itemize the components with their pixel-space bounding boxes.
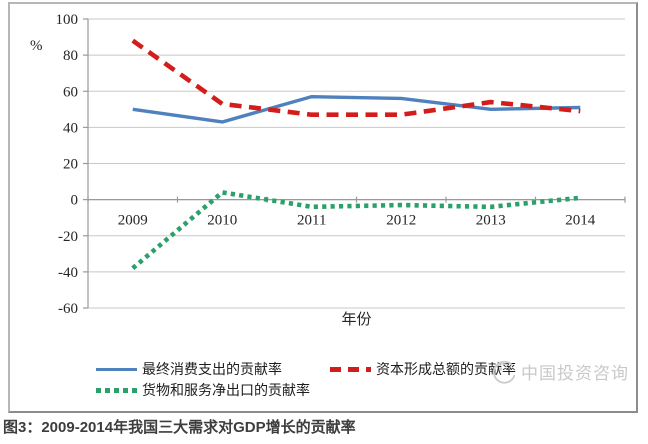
y-tick-label: 40	[63, 120, 78, 136]
watermark-bird-logo-icon	[493, 360, 516, 384]
x-tick-label: 2011	[297, 213, 326, 229]
y-tick-label: -60	[58, 301, 78, 317]
gridlines	[88, 18, 625, 309]
x-tick-label: 2014	[565, 213, 596, 229]
y-tick-label: -20	[58, 229, 78, 245]
watermark: 中国投资咨询	[490, 356, 629, 386]
chart-canvas: 100 80 60 40 20 0 -20 -40 -60% 2009 2010 2011 2012 20…	[30, 12, 626, 328]
x-tick-label: 2009	[118, 213, 148, 229]
legend-label-capital-formation: 资本形成总额的贡献率	[376, 363, 516, 378]
x-tick-label: 2013	[476, 213, 506, 229]
y-axis-unit-label: %	[30, 38, 43, 54]
legend-item-capital-formation: 资本形成总额的贡献率	[330, 360, 516, 378]
series-line-1	[131, 38, 581, 118]
legend-line-sample-dashed	[330, 366, 371, 372]
legend-label-net-exports: 货物和服务净出口的贡献率	[142, 384, 310, 399]
y-axis: 100 80 60 40 20 0 -20 -40 -60%	[30, 12, 89, 317]
y-tick-label: 80	[63, 48, 78, 64]
x-tick-label: 2012	[386, 213, 416, 229]
legend-item-net-exports: 货物和服务净出口的贡献率	[96, 381, 310, 399]
legend-item-final-consumption: 最终消费支出的贡献率	[96, 360, 282, 378]
y-tick-label: 0	[71, 193, 79, 209]
watermark-text: 中国投资咨询	[521, 363, 629, 383]
series-line-2	[131, 190, 581, 271]
legend-label-final-consumption: 最终消费支出的贡献率	[142, 363, 282, 378]
y-tick-label: -40	[58, 265, 78, 281]
figure-caption: 图3：2009-2014年我国三大需求对GDP增长的贡献率	[3, 419, 356, 436]
y-tick-label: 100	[56, 12, 79, 28]
y-tick-label: 20	[63, 157, 78, 173]
x-axis-title: 年份	[341, 311, 371, 328]
y-tick-label: 60	[63, 84, 78, 100]
legend-line-sample-dotted	[96, 387, 137, 393]
series-line-0	[132, 94, 581, 124]
legend-line-sample-solid	[96, 367, 137, 371]
x-tick-label: 2010	[207, 213, 237, 229]
chart-container: 100 80 60 40 20 0 -20 -40 -60% 2009 2010 2011 2012 20…	[8, 2, 638, 413]
